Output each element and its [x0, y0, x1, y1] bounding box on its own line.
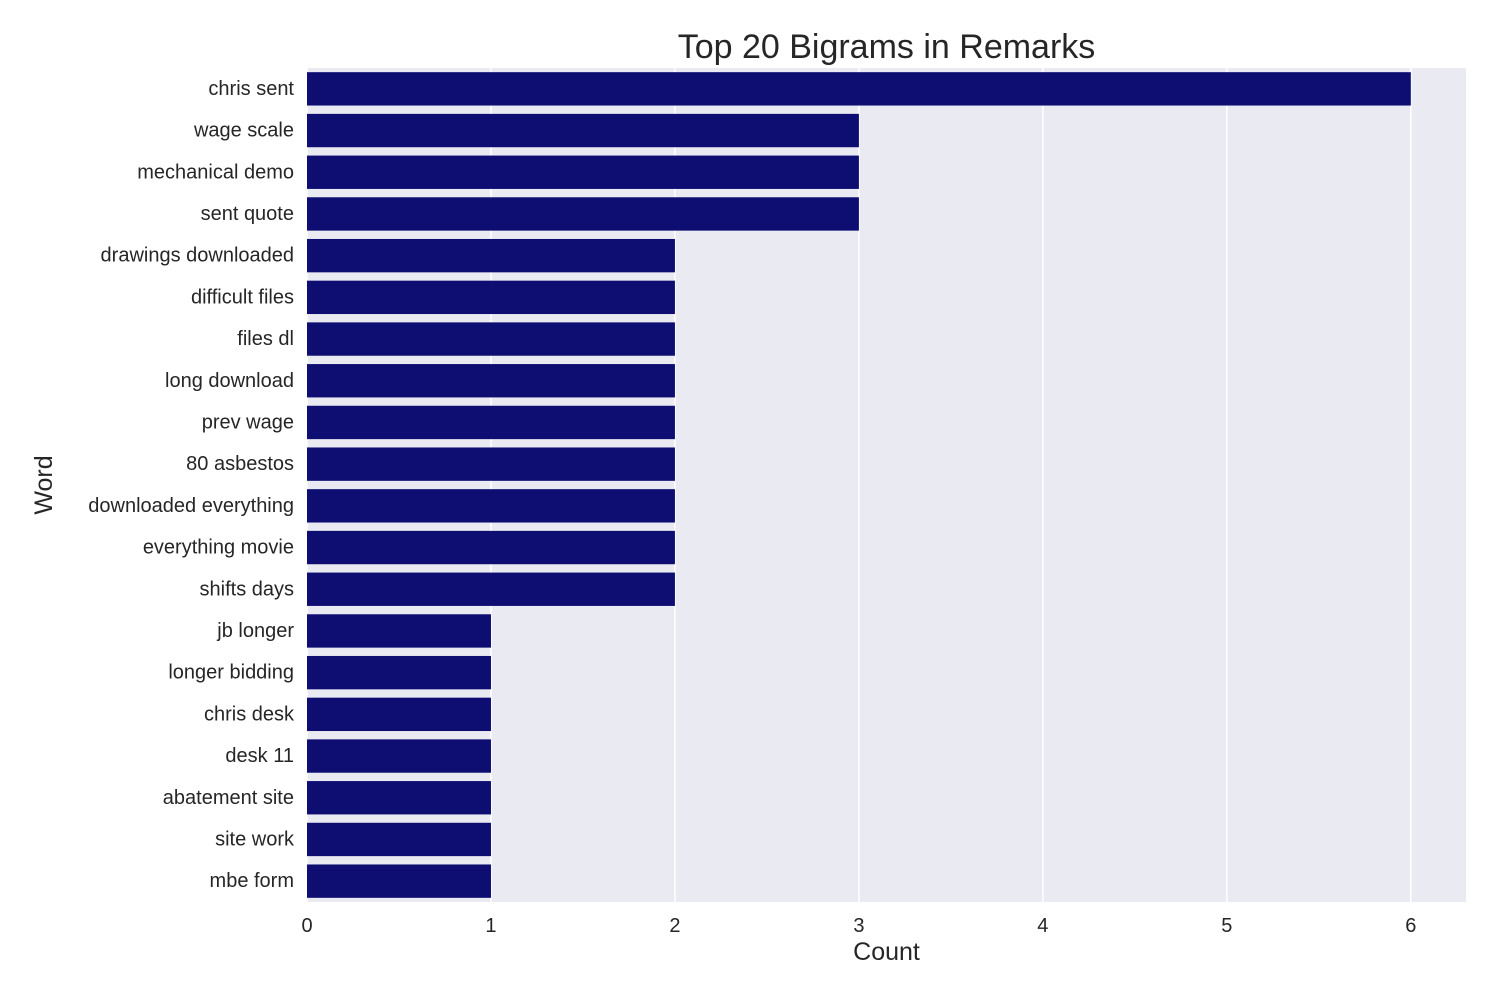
y-tick-label: chris desk: [204, 703, 295, 725]
x-tick-label: 0: [301, 915, 312, 937]
bar: [307, 655, 491, 690]
y-tick-label: jb longer: [216, 620, 294, 642]
y-tick-label: desk 11: [225, 745, 294, 767]
bar: [307, 781, 491, 815]
y-tick-label: wage scale: [193, 120, 294, 142]
x-tick-labels: 0 1 2 3 4 5 6: [301, 915, 1416, 937]
bar: [307, 113, 859, 148]
y-tick-label: drawings downloaded: [101, 245, 294, 267]
x-tick-label: 4: [1037, 915, 1048, 937]
bar: [307, 405, 675, 440]
bar: [307, 447, 675, 481]
bar: [307, 155, 859, 189]
bar: [307, 697, 491, 732]
y-tick-label: everything movie: [143, 537, 294, 559]
chart-title: Top 20 Bigrams in Remarks: [678, 28, 1096, 66]
bar: [307, 322, 675, 356]
x-tick-label: 3: [853, 915, 864, 937]
y-tick-label: shifts days: [200, 578, 294, 600]
y-tick-label: sent quote: [201, 203, 294, 225]
y-tick-label: files dl: [237, 328, 294, 350]
y-tick-label: downloaded everything: [88, 495, 294, 517]
y-tick-label: mbe form: [210, 870, 294, 892]
y-tick-label: site work: [215, 828, 295, 850]
bar: [307, 364, 675, 398]
y-tick-label: mechanical demo: [137, 161, 294, 183]
x-axis-label: Count: [853, 938, 920, 966]
bars: [307, 72, 1411, 898]
bar: [307, 572, 675, 606]
x-tick-label: 2: [669, 915, 680, 937]
y-tick-label: difficult files: [191, 286, 294, 308]
y-tick-label: chris sent: [208, 78, 294, 100]
bar: [307, 864, 491, 898]
bar: [307, 489, 675, 523]
bar: [307, 280, 675, 315]
y-tick-label: long download: [165, 370, 294, 392]
bar: [307, 197, 859, 231]
bar: [307, 739, 491, 773]
y-tick-label: longer bidding: [168, 662, 294, 684]
y-axis-label: Word: [30, 455, 58, 514]
bar: [307, 822, 491, 857]
bar: [307, 614, 491, 648]
y-tick-labels: chris sent wage scale mechanical demo sent …: [88, 78, 295, 892]
bar: [307, 530, 675, 565]
plot-area: [307, 68, 1466, 902]
bar: [307, 72, 1411, 106]
y-tick-label: 80 asbestos: [186, 453, 294, 475]
y-tick-label: prev wage: [202, 411, 294, 433]
x-tick-label: 1: [485, 915, 496, 937]
y-tick-label: abatement site: [163, 787, 294, 809]
x-tick-label: 6: [1405, 915, 1416, 937]
bar: [307, 238, 675, 273]
x-tick-label: 5: [1221, 915, 1232, 937]
